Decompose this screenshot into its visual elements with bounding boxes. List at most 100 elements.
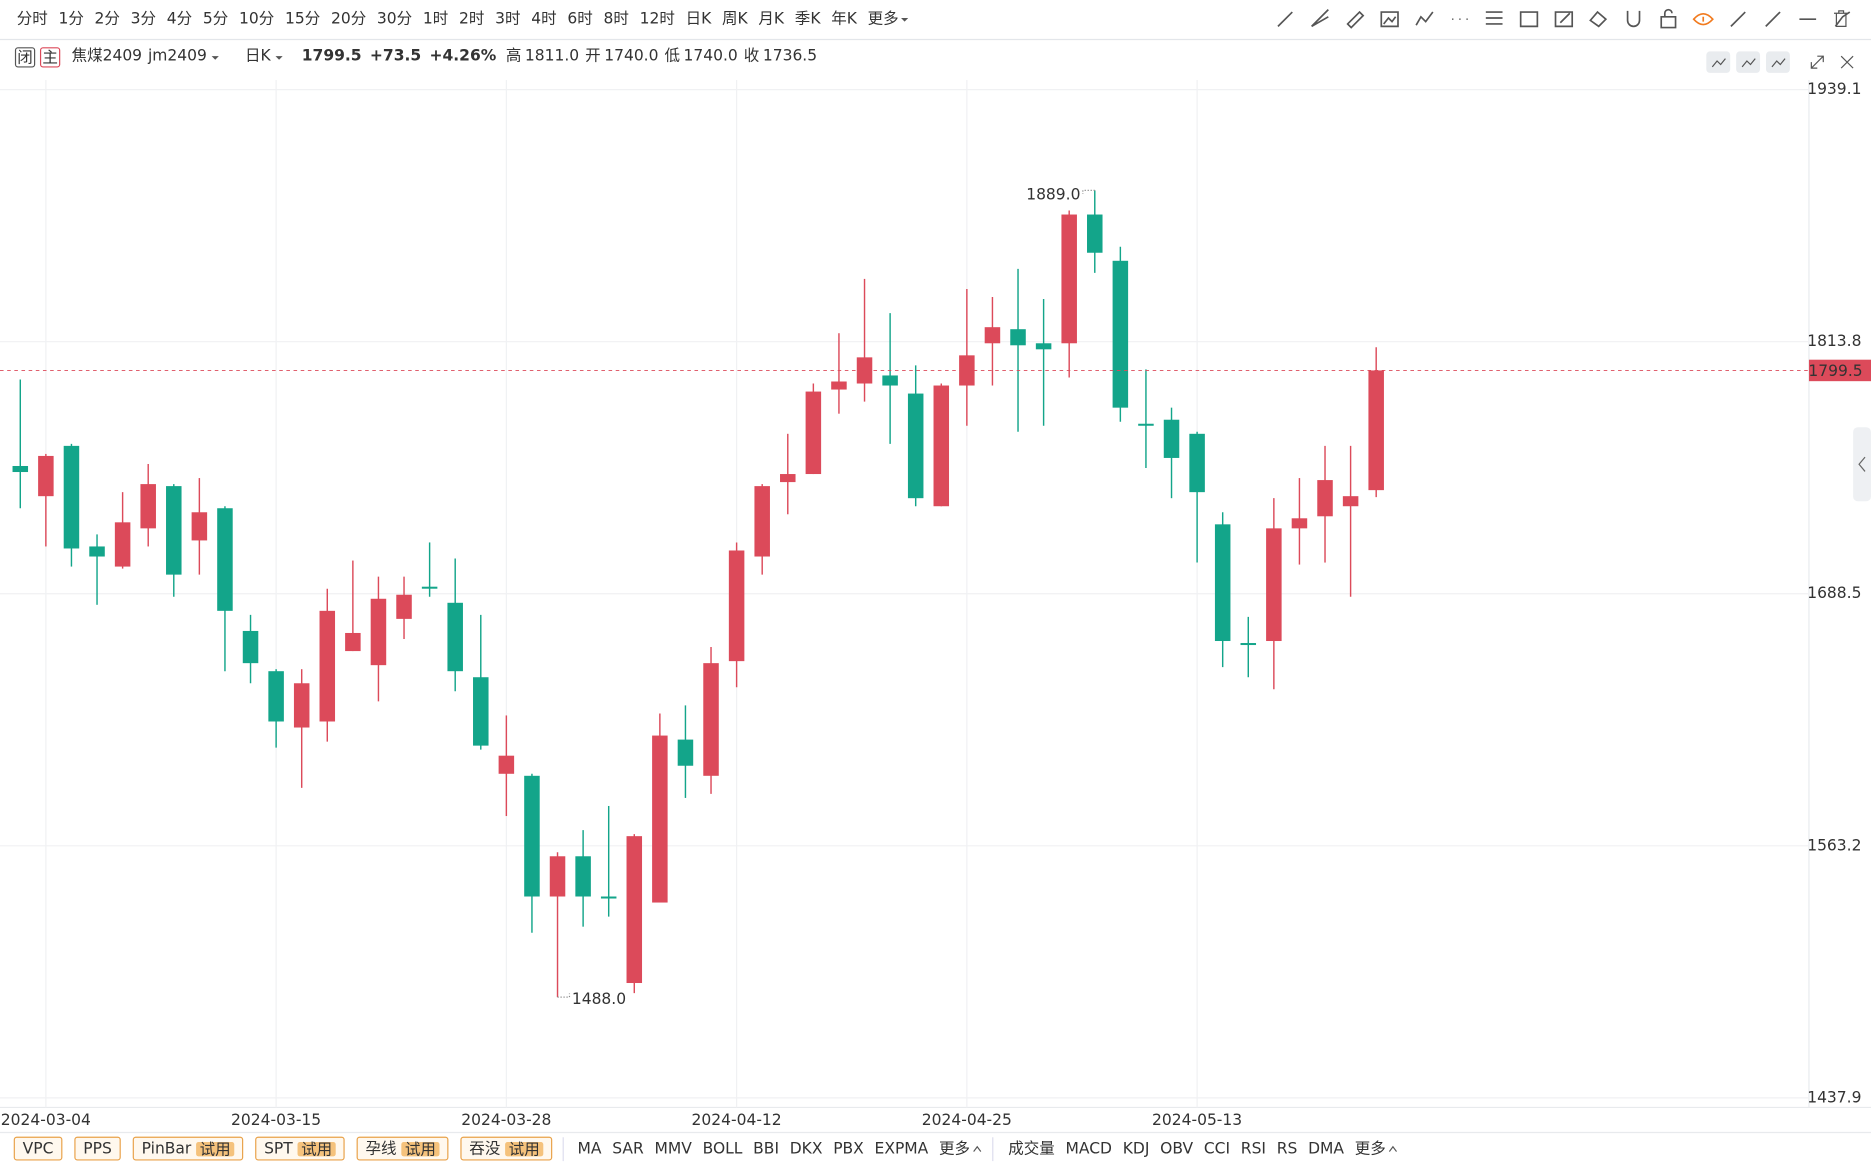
candle-body: [12, 465, 29, 473]
tool-glyph[interactable]: [1834, 10, 1849, 27]
candle-body: [754, 486, 770, 557]
period-tab[interactable]: 2分: [95, 10, 120, 28]
period-tab[interactable]: 3时: [495, 10, 520, 28]
candle-body: [626, 836, 643, 984]
indicator-tab[interactable]: MMV: [654, 1140, 692, 1158]
candle-body: [319, 610, 336, 722]
tool-icon[interactable]: [1730, 11, 1746, 27]
indicator-tab[interactable]: RSI: [1241, 1140, 1266, 1158]
indicator-tab[interactable]: OBV: [1160, 1140, 1193, 1158]
tool-icon[interactable]: [1626, 10, 1641, 28]
indicator-tab[interactable]: 成交量: [1008, 1140, 1055, 1158]
indicator-tab[interactable]: CCI: [1204, 1140, 1230, 1158]
indicator-tab[interactable]: SAR: [612, 1140, 644, 1158]
pattern-button[interactable]: 吞没 试用: [460, 1136, 553, 1161]
tool-icon[interactable]: [1415, 11, 1434, 26]
candle-body: [1368, 370, 1384, 491]
tool-glyph: [1554, 11, 1574, 28]
candle-body: [498, 755, 515, 774]
tool-icon[interactable]: [1765, 11, 1781, 27]
period-tab[interactable]: 季K: [795, 10, 822, 28]
period-tab[interactable]: 5分: [203, 10, 228, 28]
period-tab[interactable]: 12时: [640, 10, 675, 28]
trial-tag-text: 试用: [200, 1140, 231, 1158]
tool-icon[interactable]: [1692, 12, 1714, 26]
candle-body: [1214, 524, 1231, 642]
indicator-tab[interactable]: PBX: [833, 1140, 864, 1158]
candle-body: [268, 671, 284, 722]
tool-icon[interactable]: [1660, 8, 1677, 29]
candle-body: [345, 632, 361, 652]
pattern-button[interactable]: 孕线 试用: [356, 1136, 449, 1161]
period-tab[interactable]: 30分: [377, 10, 412, 28]
period-tab[interactable]: 1分: [58, 10, 83, 28]
close-icon[interactable]: [1840, 55, 1854, 69]
period-tab[interactable]: 日K: [686, 10, 713, 28]
indicator-tab[interactable]: MA: [578, 1140, 602, 1158]
candle-body: [63, 445, 80, 549]
tool-icon[interactable]: [1554, 11, 1574, 28]
period-tab[interactable]: 2时: [459, 10, 484, 28]
badge[interactable]: [39, 47, 61, 68]
stat-label: 开: [585, 47, 601, 65]
tool-icon[interactable]: [1485, 11, 1503, 25]
candle-body: [1087, 214, 1103, 253]
pattern-button[interactable]: PPS: [74, 1136, 121, 1161]
tool-glyph: [1660, 8, 1677, 29]
period-tab[interactable]: 更多: [868, 10, 899, 28]
tool-icon[interactable]: [1519, 11, 1539, 28]
x-tick-label: 2024-03-04: [1, 1111, 91, 1129]
period-tab[interactable]: 10分: [239, 10, 274, 28]
pattern-name: 孕线: [366, 1140, 397, 1158]
indicator-tab[interactable]: RS: [1277, 1140, 1298, 1158]
candle-body: [549, 856, 566, 897]
badge[interactable]: [14, 47, 36, 68]
candle-body: [38, 455, 54, 497]
indicator-tab[interactable]: KDJ: [1123, 1140, 1150, 1158]
period-tab[interactable]: 4分: [167, 10, 192, 28]
period-tab[interactable]: 分时: [17, 10, 48, 28]
tool-icon[interactable]: [1589, 10, 1608, 28]
indicator-tab[interactable]: EXPMA: [875, 1140, 929, 1158]
pattern-button[interactable]: SPT 试用: [255, 1136, 345, 1161]
indicator-tab[interactable]: BOLL: [703, 1140, 743, 1158]
indicator-tab[interactable]: 更多: [939, 1140, 970, 1158]
period-tab[interactable]: 1时: [423, 10, 448, 28]
candle-body: [217, 508, 233, 611]
period-tab[interactable]: 8时: [603, 10, 628, 28]
candle-body: [1342, 496, 1359, 507]
x-tick-label: 2024-03-15: [231, 1111, 321, 1129]
tool-glyph: [1311, 9, 1329, 28]
period-tab[interactable]: 4时: [531, 10, 556, 28]
expand-icon[interactable]: [1810, 55, 1824, 69]
tool-icon[interactable]: [1346, 10, 1365, 29]
pattern-button[interactable]: PinBar 试用: [132, 1136, 244, 1161]
period-tab[interactable]: 周K: [722, 10, 749, 28]
indicator-tab[interactable]: BBI: [753, 1140, 779, 1158]
stat-label: 收: [744, 47, 760, 65]
candle-body: [114, 522, 131, 567]
tool-glyph: [1765, 11, 1781, 27]
period-tab[interactable]: 20分: [331, 10, 366, 28]
badge-text: 闭: [17, 48, 33, 66]
extreme-leader: [1082, 189, 1095, 194]
plot-area: [0, 80, 1809, 1108]
period-tab[interactable]: 3分: [131, 10, 156, 28]
indicator-tab[interactable]: DKX: [790, 1140, 823, 1158]
period-tab[interactable]: 月K: [758, 10, 785, 28]
tool-icon[interactable]: [1380, 11, 1399, 28]
period-tab[interactable]: 6时: [567, 10, 592, 28]
side-collapse-tab[interactable]: [1853, 427, 1871, 502]
y-tick-label: 1688.5: [1807, 584, 1861, 602]
indicator-tab[interactable]: MACD: [1066, 1140, 1113, 1158]
indicator-tab[interactable]: 更多: [1355, 1140, 1386, 1158]
indicator-tab[interactable]: DMA: [1308, 1140, 1344, 1158]
period-tab[interactable]: 15分: [285, 10, 320, 28]
pattern-button[interactable]: VPC: [13, 1136, 63, 1161]
tool-icon[interactable]: [1277, 11, 1293, 27]
candle-body: [856, 357, 873, 384]
period-tab[interactable]: 年K: [831, 10, 858, 28]
tool-icon[interactable]: [1311, 9, 1329, 28]
x-tick-label: 2024-04-25: [922, 1111, 1012, 1129]
